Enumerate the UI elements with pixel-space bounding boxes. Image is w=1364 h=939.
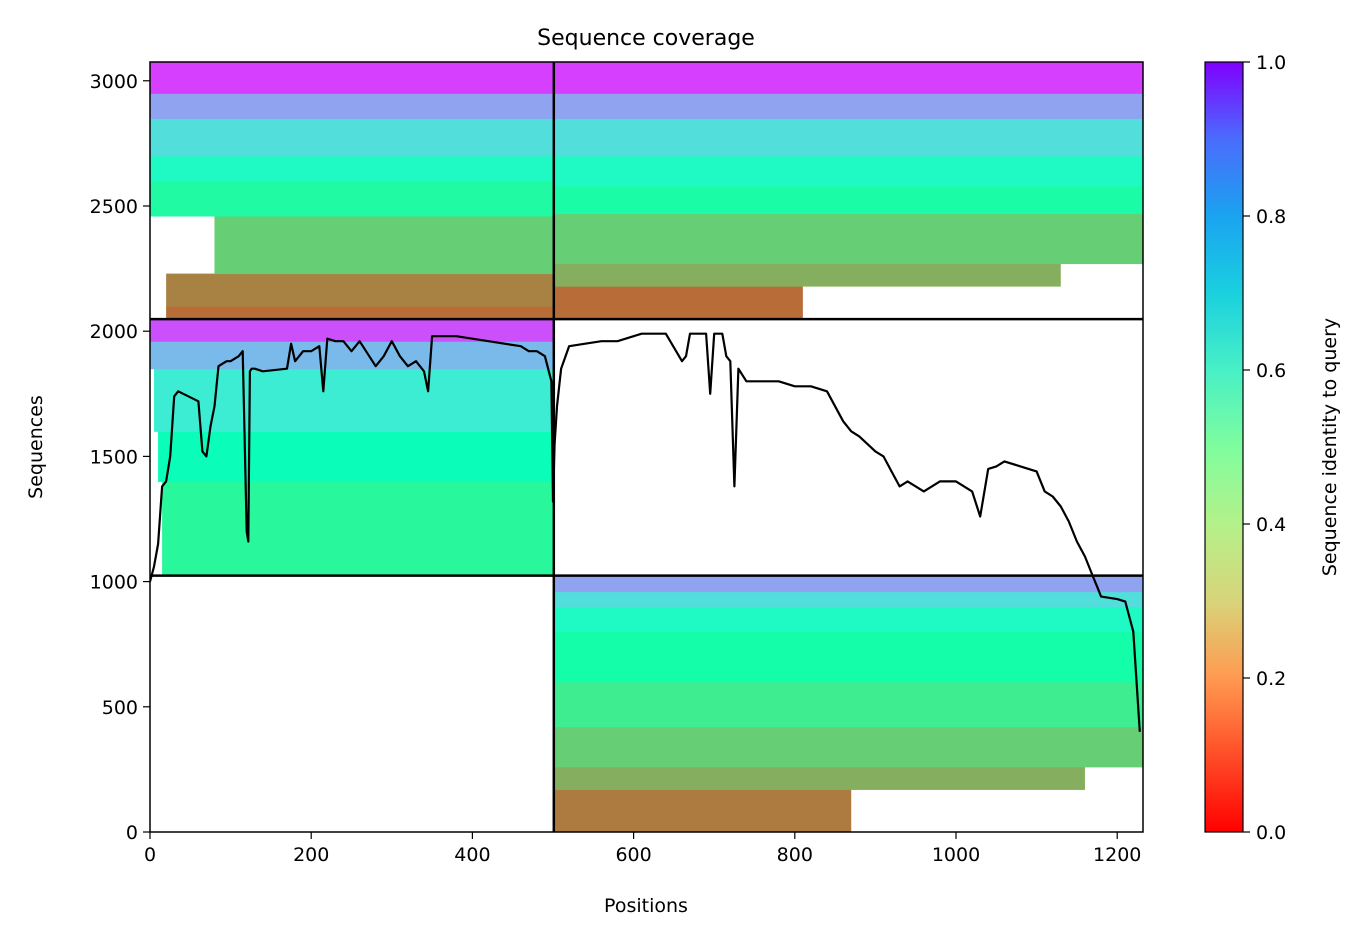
heatmap-band — [166, 273, 554, 307]
heatmap-band — [150, 155, 554, 182]
x-tick-label: 600 — [615, 844, 651, 866]
colorbar-tick-label: 0.4 — [1256, 514, 1286, 536]
heatmap-band — [553, 213, 1143, 265]
colorbar-tick-label: 1.0 — [1256, 52, 1286, 74]
heatmap-band — [553, 286, 803, 320]
x-tick-label: 1000 — [932, 844, 980, 866]
plot-frame — [149, 61, 1144, 833]
x-axis-label: Positions — [604, 895, 688, 917]
heatmap-band — [553, 591, 1143, 608]
y-tick-label: 3000 — [90, 71, 138, 93]
y-tick-label: 2000 — [90, 321, 138, 343]
x-tick-label: 200 — [293, 844, 329, 866]
heatmap-band — [150, 341, 554, 370]
x-tick-label: 0 — [144, 844, 156, 866]
colorbar — [1204, 61, 1244, 833]
heatmap-band — [553, 766, 1085, 790]
heatmap-band — [162, 481, 554, 577]
y-tick-label: 1000 — [90, 572, 138, 594]
heatmap-band — [166, 306, 554, 320]
heatmap-band — [553, 62, 1143, 94]
heatmap-band — [214, 216, 554, 275]
heatmap-band — [553, 575, 1143, 593]
heatmap-band — [553, 118, 1143, 157]
heatmap-band — [150, 319, 554, 342]
colorbar-ticks: 0.0 0.2 0.4 0.6 0.8 1.0 — [1243, 52, 1286, 844]
heatmap-band — [553, 155, 1143, 187]
y-tick-label: 1500 — [90, 446, 138, 468]
heatmap-band — [150, 62, 554, 94]
heatmap-band — [553, 606, 1143, 633]
x-axis-ticks: 0 200 400 600 800 1000 1200 — [144, 832, 1141, 866]
x-tick-label: 1200 — [1093, 844, 1141, 866]
colorbar-tick-label: 0.2 — [1256, 668, 1286, 690]
y-axis-label: Sequences — [25, 395, 47, 499]
heatmap-band — [150, 93, 554, 119]
colorbar-label: Sequence identity to query — [1319, 318, 1341, 576]
chart-title: Sequence coverage — [537, 26, 755, 51]
y-tick-label: 2500 — [90, 196, 138, 218]
heatmap-band — [553, 631, 1143, 683]
heatmap-band — [158, 431, 554, 482]
heatmap-band — [154, 368, 554, 432]
heatmap-band — [553, 789, 852, 832]
heatmap-band — [553, 681, 1143, 728]
y-axis-ticks: 0 500 1000 1500 2000 2500 3000 — [90, 71, 150, 844]
coverage-line-layer — [150, 332, 1141, 732]
heatmap-band — [553, 263, 1061, 287]
x-tick-label: 800 — [777, 844, 813, 866]
heatmap-band — [150, 180, 554, 217]
heatmap-band — [553, 93, 1143, 119]
y-tick-label: 0 — [126, 822, 138, 844]
heatmap-band — [150, 118, 554, 157]
coverage-line — [150, 332, 1141, 732]
heatmap-band — [553, 726, 1143, 768]
x-tick-label: 400 — [454, 844, 490, 866]
y-tick-label: 500 — [102, 697, 138, 719]
colorbar-tick-label: 0.0 — [1256, 822, 1286, 844]
heatmap — [150, 62, 1143, 832]
colorbar-tick-label: 0.6 — [1256, 360, 1286, 382]
heatmap-band — [553, 185, 1143, 214]
colorbar-tick-label: 0.8 — [1256, 206, 1286, 228]
